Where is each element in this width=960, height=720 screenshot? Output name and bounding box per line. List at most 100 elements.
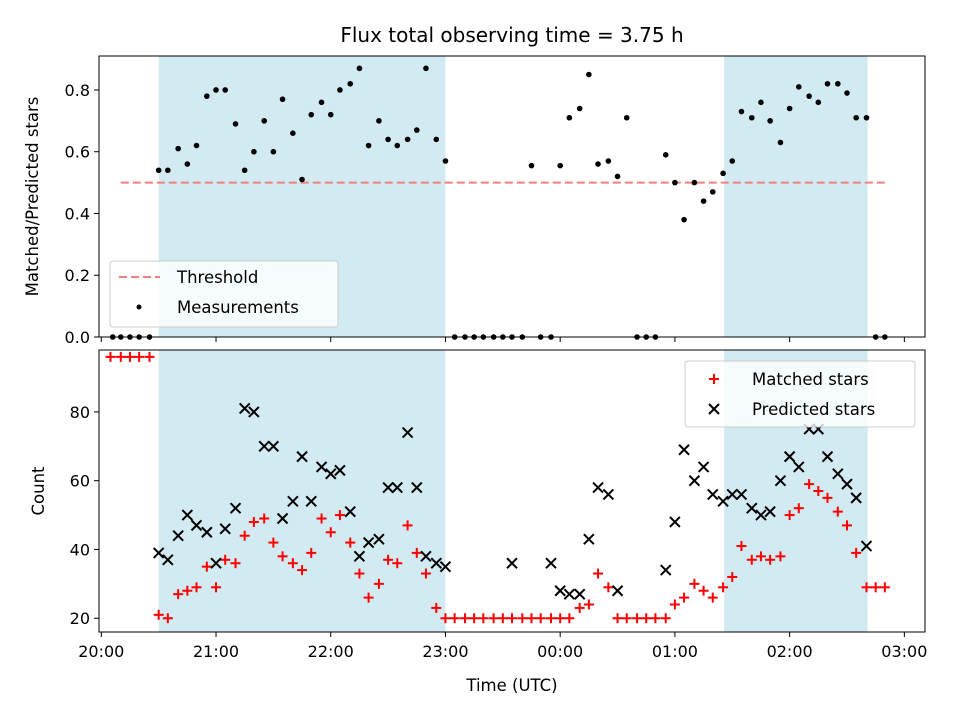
measurement-point [318,99,325,106]
matched-star-point [574,602,585,613]
top-y-tick-label: 0.2 [65,266,90,285]
matched-star-point [440,613,451,624]
measurement-point [729,158,736,164]
x-tick-label: 20:00 [78,642,124,661]
measurement-point [528,162,535,169]
top-panel: 0.0 0.2 0.4 0.6 0.8 Flux total observing tim… [23,23,926,347]
predicted-star-point [276,512,289,525]
bottom-y-tick-label: 80 [70,403,90,422]
predicted-star-point-b [707,488,719,501]
predicted-star-point-b [774,474,787,487]
measurement-point [347,80,354,87]
bottom-legend: Matched stars Predicted stars [684,360,916,428]
matched-star-point [230,558,241,569]
predicted-star-point-b [726,488,738,501]
matched-star-point [497,613,508,624]
measurement-point [815,99,822,106]
measurement-point [327,111,334,118]
top-y-tick-label: 0.6 [65,143,90,162]
measurement-point [356,65,363,72]
predicted-star-point [793,461,805,473]
matched-star-point [879,582,890,593]
measurement-point [709,189,716,195]
matched-star-point [124,351,135,362]
predicted-star-point [726,488,738,501]
matched-star-point [698,585,709,596]
matched-star-point [469,613,480,624]
legend-measurements-label: Measurements [177,298,299,317]
measurement-point [433,136,440,143]
matched-star-point [679,592,690,603]
x-tick-label: 23:00 [422,642,468,661]
matched-star-point [354,568,365,579]
measurement-point [557,162,563,169]
measurement-point [299,176,305,183]
measurement-point [365,142,372,149]
matched-star-point [861,582,872,593]
matched-star-point [144,351,155,362]
measurement-point [853,114,859,121]
predicted-star-point [152,547,165,559]
predicted-star-point-b [735,488,748,501]
predicted-star-point [832,468,844,480]
measurement-point [337,87,343,93]
predicted-star-point [821,450,834,463]
predicted-star-point-b [688,474,701,487]
matched-star-point [488,613,499,624]
matched-star-point [373,578,384,589]
predicted-star-point-b [660,564,672,576]
predicted-star-point [248,406,260,418]
predicted-star-point-b [669,516,681,528]
measurement-point [442,158,449,164]
measurement-point [290,130,296,136]
predicted-star-point [305,495,317,508]
predicted-star-point-b [276,512,289,525]
predicted-star-point [219,523,231,535]
predicted-star-point [735,488,748,501]
matched-star-point [220,554,231,565]
measurement-point [204,93,210,99]
top-y-tick-label: 0.4 [65,204,90,223]
measurement-point [614,173,621,180]
matched-star-point [755,551,766,562]
matched-star-point [115,351,126,362]
predicted-star-point-b [764,505,776,518]
matched-star-point [689,578,700,589]
measurement-point [738,108,745,115]
predicted-star-point [764,505,776,518]
bottom-y-axis-label: Count [29,466,48,516]
predicted-star-point [774,474,787,487]
predicted-star-point [554,585,566,597]
bottom-axes-frame [98,349,926,633]
predicted-star-point [362,536,375,549]
measurement-point [835,80,841,87]
matched-star-point [363,592,374,603]
matched-star-point [583,599,594,610]
predicted-star-point-b [678,444,690,456]
measurement-point [586,71,592,78]
matched-star-point [632,613,643,624]
measurement-point [605,158,612,164]
predicted-star-point-b [439,560,452,573]
matched-star-point [182,585,193,596]
predicted-star-point [238,402,251,415]
measurement-point [720,170,726,177]
top-y-tick-label: 0.0 [65,328,90,347]
matched-star-point [383,554,394,565]
predicted-star-point [783,450,796,463]
x-axis-label: Time (UTC) [465,676,557,695]
predicted-star-point-b [821,450,834,463]
predicted-star-point-b [296,450,308,463]
matched-star-point [603,582,614,593]
predicted-star-point [334,464,346,477]
matched-star-point [287,558,298,569]
measurement-point [308,111,315,118]
predicted-star-point-b [746,502,758,514]
predicted-star-point [258,440,270,452]
measurement-point [844,90,850,96]
measurement-point [595,161,601,167]
measurement-point [691,179,698,186]
measurement-point [700,198,707,204]
predicted-star-point-b [850,492,862,504]
predicted-star-point-b [190,519,203,532]
